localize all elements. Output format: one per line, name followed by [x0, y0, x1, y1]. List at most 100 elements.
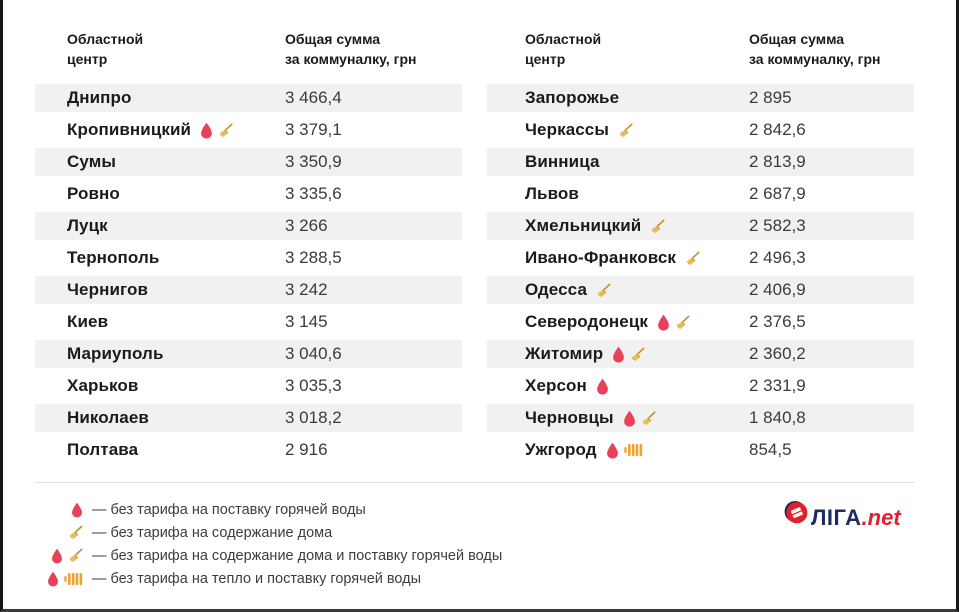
legend-item-text: — без тарифа на содержание дома [92, 524, 333, 541]
city-cell: Ивано-Франковск [487, 248, 700, 268]
table-row: Херсон 2 331,9 [487, 372, 914, 400]
table-row: Львов 2 687,9 [487, 180, 914, 208]
city-sum-table: Областной центр Общая сумма за коммуналк… [35, 22, 462, 468]
table-body: Днипро 3 466,4 Кропивницкий 3 379,1 Сумы… [35, 84, 462, 464]
tariff-icons [606, 442, 643, 459]
city-name: Чернигов [67, 280, 148, 299]
drop-icon [200, 122, 213, 139]
table-row: Мариуполь 3 040,6 [35, 340, 462, 368]
column-header-city: Областной центр [67, 31, 144, 67]
drop-icon [71, 502, 83, 518]
city-name: Харьков [67, 376, 139, 395]
city-name: Киев [67, 312, 109, 331]
table-row: Луцк 3 266 [35, 212, 462, 240]
city-cell: Черкассы [487, 120, 633, 140]
legend-item-icons [35, 525, 83, 540]
table-row: Днипро 3 466,4 [35, 84, 462, 112]
sum-value: 854,5 [749, 440, 792, 459]
city-name: Черкассы [525, 120, 609, 139]
tariff-icons [657, 314, 690, 331]
drop-icon [623, 410, 636, 427]
city-cell: Черновцы [487, 408, 656, 428]
sum-value: 3 035,3 [285, 376, 342, 395]
city-name: Запорожье [525, 88, 620, 107]
liga-net-logo: ЛІГА.net [784, 500, 914, 536]
legend-item-text: — без тарифа на тепло и поставку горячей… [92, 570, 422, 587]
sum-value: 3 335,6 [285, 184, 342, 203]
legend-item-text: — без тарифа на поставку горячей воды [92, 501, 366, 518]
drop-icon [606, 442, 619, 459]
tariff-icons [685, 251, 700, 266]
city-name: Житомир [525, 344, 604, 363]
sum-value: 3 266 [285, 216, 328, 235]
city-cell: Мариуполь [35, 344, 173, 364]
city-cell: Харьков [35, 376, 147, 396]
column-header-sum: Общая сумма за коммуналку, грн [749, 31, 881, 67]
radiator-icon [64, 572, 83, 586]
sum-value: 2 813,9 [749, 152, 806, 171]
city-name: Полтава [67, 440, 139, 459]
sum-value: 2 842,6 [749, 120, 806, 139]
city-cell: Николаев [35, 408, 158, 428]
logo-text: ЛІГА.net [811, 505, 901, 531]
column-header-city: Областной центр [525, 31, 602, 67]
legend: — без тарифа на поставку горячей воды — … [35, 498, 784, 590]
city-name: Ужгород [525, 440, 597, 459]
city-cell: Киев [35, 312, 117, 332]
city-name: Ивано-Франковск [525, 248, 676, 267]
drop-icon [612, 346, 625, 363]
broom-icon [596, 283, 611, 298]
sum-value: 3 379,1 [285, 120, 342, 139]
table-row: Чернигов 3 242 [35, 276, 462, 304]
table-header: Областной центр Общая сумма за коммуналк… [35, 30, 462, 74]
table-row: Ровно 3 335,6 [35, 180, 462, 208]
tariff-icons [596, 283, 611, 298]
drop-icon [657, 314, 670, 331]
city-cell: Одесса [487, 280, 611, 300]
liga-logo-icon [784, 500, 808, 524]
legend-item-text: — без тарифа на содержание дома и постав… [92, 547, 503, 564]
sum-value: 2 376,5 [749, 312, 806, 331]
city-cell: Ровно [35, 184, 129, 204]
table-row: Житомир 2 360,2 [487, 340, 914, 368]
broom-icon [618, 123, 633, 138]
city-name: Северодонецк [525, 312, 649, 331]
table-row: Киев 3 145 [35, 308, 462, 336]
city-sum-table: Областной центр Общая сумма за коммуналк… [487, 22, 914, 468]
sum-value: 1 840,8 [749, 408, 806, 427]
sum-value: 2 916 [285, 440, 328, 459]
city-name: Мариуполь [67, 344, 164, 363]
tariff-icons [623, 410, 656, 427]
city-name: Херсон [525, 376, 587, 395]
city-cell: Львов [487, 184, 588, 204]
city-name: Черновцы [525, 408, 614, 427]
table-row: Северодонецк 2 376,5 [487, 308, 914, 336]
table-body: Запорожье 2 895 Черкассы 2 842,6 Винница… [487, 84, 914, 464]
city-cell: Полтава [35, 440, 147, 460]
footer: — без тарифа на поставку горячей воды — … [35, 498, 914, 590]
legend-item: — без тарифа на поставку горячей воды [35, 498, 784, 521]
broom-icon [685, 251, 700, 266]
broom-icon [218, 123, 233, 138]
city-cell: Луцк [35, 216, 117, 236]
legend-item-icons [35, 548, 83, 564]
city-cell: Ужгород [487, 440, 643, 460]
city-name: Николаев [67, 408, 149, 427]
broom-icon [650, 219, 665, 234]
table-row: Запорожье 2 895 [487, 84, 914, 112]
table-row: Сумы 3 350,9 [35, 148, 462, 176]
city-name: Тернополь [67, 248, 160, 267]
sum-value: 2 406,9 [749, 280, 806, 299]
column-header-sum: Общая сумма за коммуналку, грн [285, 31, 417, 67]
sum-value: 3 018,2 [285, 408, 342, 427]
sum-value: 3 350,9 [285, 152, 342, 171]
tariff-icons [618, 123, 633, 138]
table-row: Ужгород 854,5 [487, 436, 914, 464]
city-cell: Хмельницкий [487, 216, 665, 236]
table-row: Кропивницкий 3 379,1 [35, 116, 462, 144]
sum-value: 3 242 [285, 280, 328, 299]
city-cell: Житомир [487, 344, 645, 364]
table-row: Черновцы 1 840,8 [487, 404, 914, 432]
sum-value: 2 582,3 [749, 216, 806, 235]
